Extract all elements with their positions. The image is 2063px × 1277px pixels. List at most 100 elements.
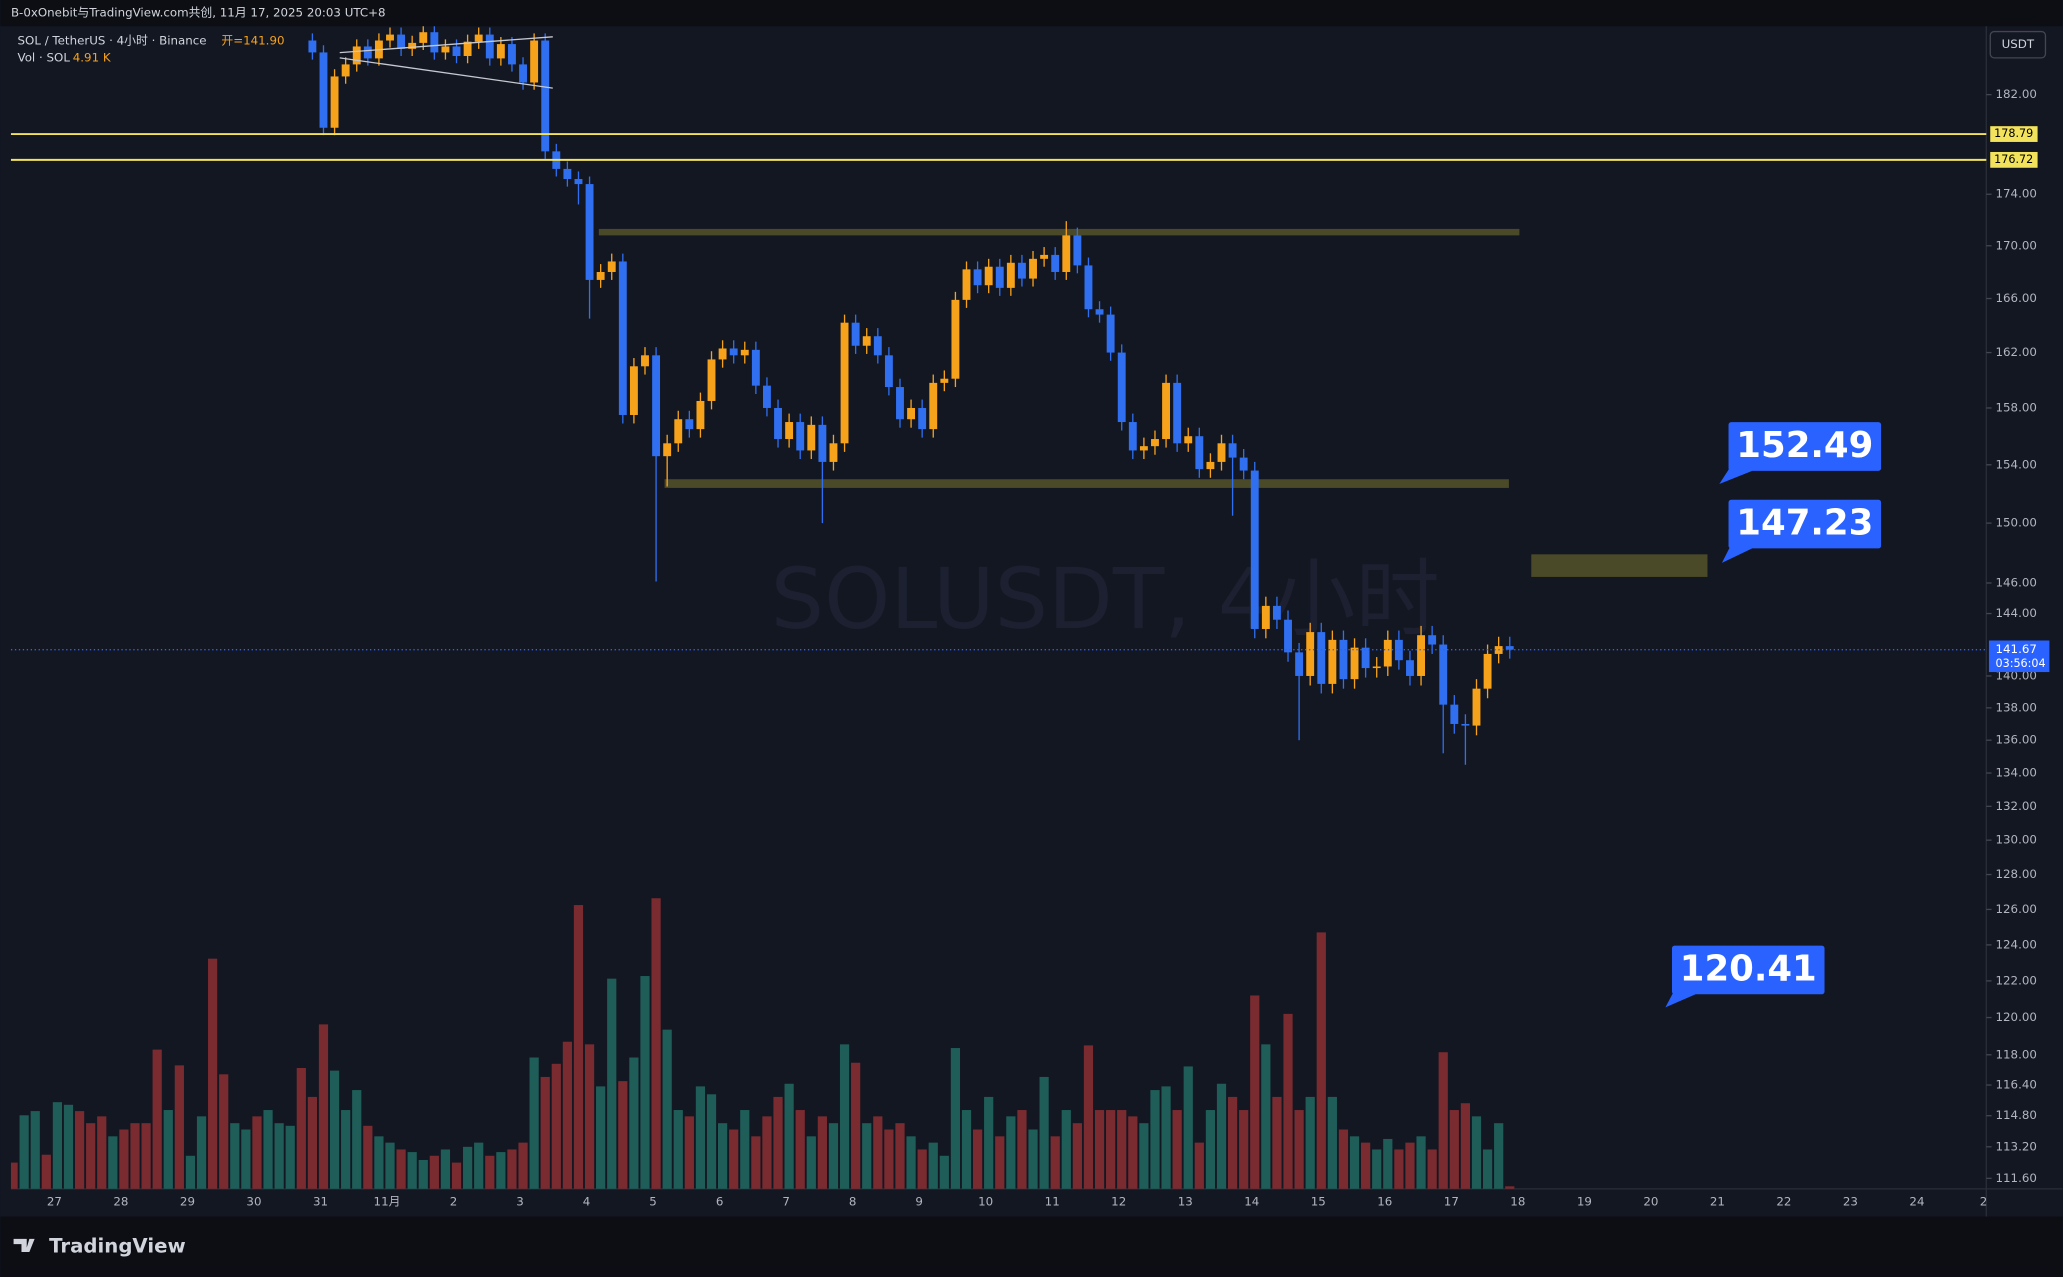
- volume-bar: [1139, 1123, 1149, 1189]
- volume-bar: [906, 1136, 916, 1189]
- volume-bar: [1250, 995, 1260, 1189]
- volume-bar: [1161, 1086, 1171, 1189]
- volume-bar: [52, 1102, 63, 1189]
- candle-body: [951, 299, 960, 379]
- volume-bar: [440, 1149, 451, 1189]
- candle-body: [574, 179, 583, 185]
- volume-bar: [762, 1116, 772, 1189]
- volume-bar: [518, 1142, 528, 1189]
- candle-body: [519, 64, 527, 83]
- volume-bar: [97, 1116, 107, 1189]
- volume-bar: [884, 1129, 894, 1189]
- volume-bar: [1072, 1123, 1082, 1189]
- volume-bar: [296, 1068, 306, 1189]
- x-tick-label: 14: [1244, 1195, 1259, 1209]
- candle-body: [397, 34, 406, 49]
- volume-bar: [839, 1044, 850, 1189]
- currency[interactable]: USDT: [2002, 37, 2035, 51]
- candle-body: [1428, 635, 1437, 645]
- volume-bar: [1006, 1116, 1016, 1189]
- candle-body: [829, 443, 838, 462]
- volume-bar: [551, 1063, 561, 1189]
- y-tick-label: 114.80: [1995, 1108, 2036, 1122]
- volume-bar: [851, 1062, 861, 1189]
- y-tick-label: 170.00: [1995, 238, 2036, 252]
- candle-body: [1450, 704, 1459, 724]
- level-label: 178.79: [1994, 127, 2033, 140]
- volume-bar: [1327, 1096, 1337, 1189]
- y-tick-label: 132.00: [1995, 799, 2036, 813]
- brand: TradingView: [49, 1234, 186, 1257]
- volume-bar: [163, 1110, 173, 1189]
- volume-bar: [10, 1162, 18, 1189]
- candle-body: [618, 261, 627, 415]
- y-tick-label: 122.00: [1995, 973, 2036, 987]
- price-zone: [664, 479, 1509, 488]
- y-tick-label: 146.00: [1995, 575, 2036, 589]
- y-tick-label: 128.00: [1995, 867, 2036, 881]
- volume-bar: [86, 1123, 96, 1189]
- volume-bar: [1083, 1045, 1094, 1189]
- candle-body: [1472, 688, 1481, 726]
- x-tick-label: 24: [1909, 1195, 1924, 1209]
- candle-body: [607, 261, 616, 272]
- volume-bar: [684, 1116, 694, 1189]
- volume-bar: [352, 1090, 362, 1189]
- candle-body: [718, 348, 727, 360]
- candle-body: [319, 52, 328, 128]
- volume-bar: [74, 1111, 85, 1189]
- y-tick-label: 162.00: [1995, 345, 2036, 359]
- volume-bar: [1427, 1149, 1437, 1189]
- volume-bar: [307, 1096, 317, 1189]
- volume-bar: [795, 1110, 805, 1189]
- candle-body: [452, 46, 461, 57]
- candle-body: [474, 34, 483, 42]
- x-tick-label: 7: [782, 1195, 790, 1209]
- volume-bar: [1361, 1142, 1371, 1189]
- callout-box: [1671, 945, 1825, 995]
- candle-body: [1139, 446, 1148, 451]
- y-tick-label: 118.00: [1995, 1047, 2036, 1061]
- candle-body: [419, 32, 428, 43]
- candle-body: [508, 44, 516, 65]
- volume-bar: [640, 976, 650, 1189]
- candle-body: [430, 32, 439, 53]
- volume-bar: [961, 1110, 972, 1189]
- candle-body: [386, 34, 394, 41]
- callout-label: 147.23: [1736, 503, 1873, 544]
- y-tick-label: 124.00: [1995, 937, 2036, 951]
- candle-body: [441, 46, 450, 53]
- candle-body: [1261, 605, 1270, 629]
- volume-bar: [485, 1155, 495, 1189]
- candle-body: [1173, 382, 1182, 444]
- candle-body: [1317, 632, 1326, 684]
- volume-bar: [596, 1086, 606, 1189]
- volume-bar: [130, 1123, 140, 1189]
- candle-body: [1162, 382, 1171, 440]
- x-tick-label: 12: [1111, 1195, 1126, 1209]
- candle-body: [1250, 470, 1259, 629]
- y-tick-label: 111.60: [1995, 1171, 2036, 1185]
- level-label: 176.72: [1994, 153, 2033, 166]
- candle-body: [1051, 254, 1060, 272]
- header-bar: [0, 0, 2063, 27]
- plot-area: [10, 26, 1708, 1189]
- volume-bar: [1316, 932, 1326, 1189]
- candle-body: [873, 336, 882, 356]
- candle-body: [463, 41, 472, 57]
- candle-body: [763, 385, 771, 408]
- volume-bar: [1050, 1136, 1060, 1189]
- candle-body: [541, 40, 550, 152]
- volume-bar: [1272, 1096, 1282, 1189]
- currency-box[interactable]: [1989, 30, 2047, 59]
- candle-body: [1295, 652, 1304, 676]
- x-tick-label: 22: [1776, 1195, 1791, 1209]
- candle-body: [1073, 235, 1082, 266]
- countdown: 03:56:04: [1995, 657, 2045, 670]
- candle-body: [563, 168, 572, 180]
- candle-body: [918, 407, 927, 430]
- candle-body: [984, 266, 993, 286]
- candle-body: [1106, 314, 1115, 353]
